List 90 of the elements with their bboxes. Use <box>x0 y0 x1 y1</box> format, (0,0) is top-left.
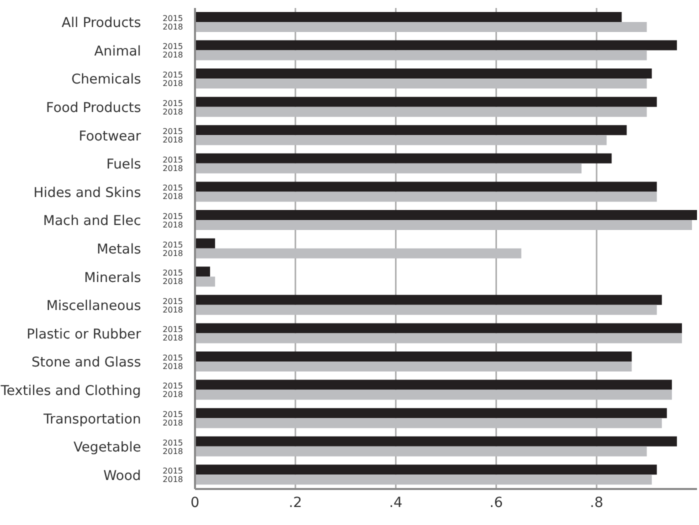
bar <box>195 50 647 60</box>
text: 2018 <box>162 475 183 484</box>
bar <box>195 276 216 287</box>
y-tick-label: Food Products <box>46 100 141 116</box>
y-tick-label: Footwear <box>78 128 142 144</box>
text: 2018 <box>162 220 183 230</box>
text: 2018 <box>162 446 183 456</box>
text: 2018 <box>162 136 183 145</box>
bar <box>195 12 622 22</box>
text: 2018 <box>162 390 183 400</box>
text: 2015 <box>162 155 183 164</box>
bar <box>195 78 647 89</box>
y-tick-label: Plastic or Rubber <box>26 326 142 342</box>
bar <box>195 96 657 107</box>
y-tick-label: Fuels <box>106 156 141 173</box>
bar <box>195 361 632 372</box>
bar <box>195 153 612 164</box>
text: 2018 <box>162 50 183 60</box>
bar <box>195 408 667 418</box>
text: 2018 <box>162 418 183 428</box>
y-tick-label: Metals <box>96 242 141 258</box>
bar <box>195 248 522 258</box>
bar <box>195 323 682 334</box>
series-label: 2015 <box>162 14 183 23</box>
bar <box>195 351 632 362</box>
bar <box>195 163 582 174</box>
x-tick-label: 0 <box>190 494 200 511</box>
bar <box>195 192 657 202</box>
text: 2018 <box>162 78 183 88</box>
bar <box>195 390 672 400</box>
text: 2018 <box>162 334 183 343</box>
y-tick-label: Textiles and Clothing <box>0 382 141 399</box>
text: 2015 <box>162 325 183 334</box>
y-tick-label: Wood <box>103 468 141 484</box>
text: 2015 <box>162 438 183 448</box>
bar <box>195 380 672 390</box>
bar <box>195 220 692 230</box>
text: 2015 <box>162 353 183 362</box>
text: 2015 <box>162 410 183 420</box>
y-tick-label: Stone and Glass <box>31 354 141 371</box>
bar <box>195 125 627 136</box>
text: 2018 <box>162 362 183 371</box>
bar <box>195 446 647 456</box>
x-tick-label: .6 <box>490 494 503 511</box>
bar <box>195 294 662 305</box>
y-tick-label: Miscellaneous <box>46 298 141 314</box>
y-tick-label: Chemicals <box>71 72 141 88</box>
y-tick-label: Vegetable <box>73 440 141 456</box>
text: 2015 <box>162 98 183 108</box>
x-tick-label: .4 <box>389 494 403 511</box>
y-tick-label: Hides and Skins <box>33 184 141 201</box>
text: 2015 <box>162 296 183 306</box>
bar <box>195 266 210 277</box>
bar <box>195 418 662 428</box>
bar <box>195 22 647 32</box>
bar <box>195 333 682 344</box>
bar <box>195 464 657 475</box>
bar <box>195 68 652 79</box>
text: 2018 <box>162 107 183 116</box>
text: 2015 <box>162 184 183 193</box>
series-label: 2018 <box>162 22 183 32</box>
text: 2018 <box>162 305 183 314</box>
y-tick-label: Animal <box>94 43 141 60</box>
bar <box>195 304 657 315</box>
bar <box>195 182 657 192</box>
text: 2015 <box>162 268 183 278</box>
bar <box>195 436 677 446</box>
text: 2015 <box>162 127 183 136</box>
bar <box>195 474 652 485</box>
text: 2018 <box>162 192 183 202</box>
text: 2018 <box>162 164 183 173</box>
text: 2018 <box>162 248 183 258</box>
bar <box>195 135 607 146</box>
text: 2015 <box>162 240 183 250</box>
text: 2015 <box>162 382 183 391</box>
bar <box>195 210 697 220</box>
bar <box>195 106 647 117</box>
bar <box>195 238 216 248</box>
y-tick-label: All Products <box>62 15 141 32</box>
text: 2015 <box>162 70 183 80</box>
y-tick-label: Mach and Elec <box>43 213 141 230</box>
x-tick-label: .8 <box>590 494 604 511</box>
x-tick-label: .2 <box>288 494 302 511</box>
text: 2015 <box>162 212 183 221</box>
bar <box>195 40 677 50</box>
text: 2018 <box>162 277 183 286</box>
text: 2015 <box>162 466 183 476</box>
y-tick-label: Minerals <box>84 270 141 286</box>
y-tick-label: Transportation <box>42 411 141 428</box>
text: 2015 <box>162 42 183 52</box>
